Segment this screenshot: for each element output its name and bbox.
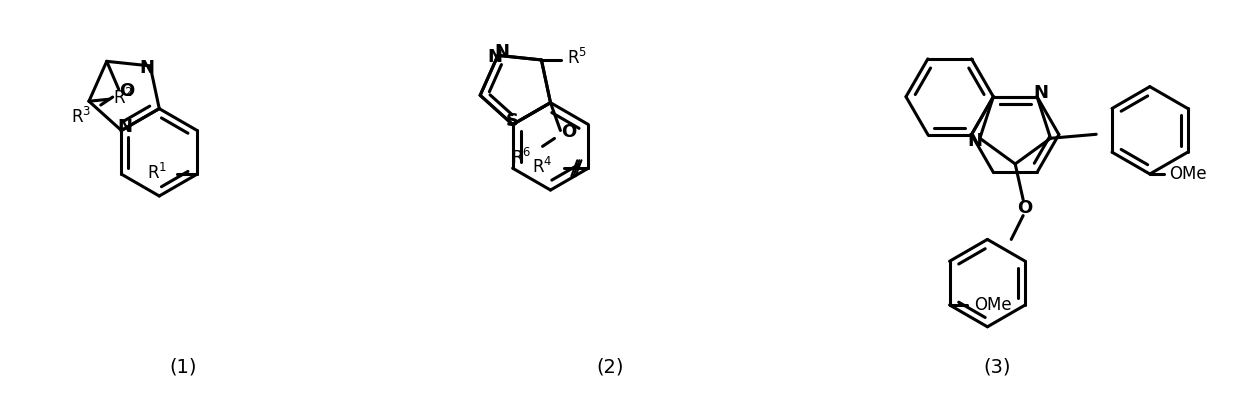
Text: R$^3$: R$^3$ (71, 107, 91, 127)
Text: R$^4$: R$^4$ (532, 157, 553, 177)
Text: (1): (1) (170, 357, 197, 376)
Text: N: N (117, 118, 131, 137)
Text: R$^6$: R$^6$ (511, 148, 531, 168)
Text: N: N (967, 132, 982, 150)
Text: O: O (560, 124, 577, 141)
Text: N: N (140, 59, 155, 77)
Text: N: N (495, 44, 510, 61)
Text: O: O (1018, 199, 1033, 217)
Text: (2): (2) (596, 357, 624, 376)
Text: R$^5$: R$^5$ (567, 48, 588, 68)
Text: OMe: OMe (975, 296, 1012, 314)
Text: N: N (1033, 84, 1049, 102)
Text: S: S (506, 112, 520, 129)
Text: N: N (487, 48, 502, 67)
Text: R$^2$: R$^2$ (113, 88, 133, 109)
Text: (3): (3) (983, 357, 1011, 376)
Text: R$^1$: R$^1$ (148, 163, 167, 183)
Text: OMe: OMe (1169, 165, 1207, 183)
Text: O: O (119, 82, 134, 100)
